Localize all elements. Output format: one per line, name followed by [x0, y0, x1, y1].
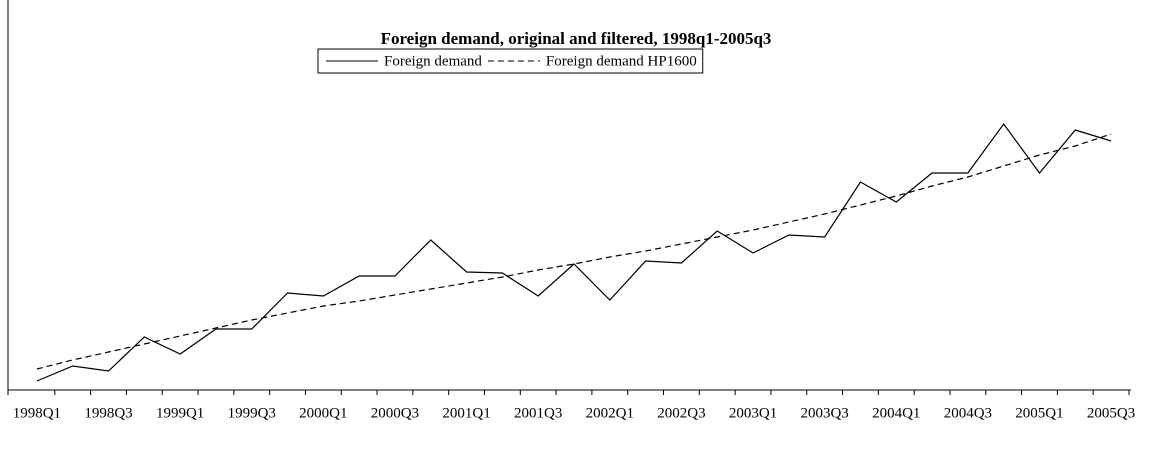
x-tick-label: 2005Q1	[1015, 405, 1063, 421]
x-tick-label: 2004Q1	[872, 405, 920, 421]
x-tick-label: 1999Q1	[156, 405, 204, 421]
x-tick-label: 2002Q3	[657, 405, 705, 421]
x-tick-label: 1998Q1	[13, 405, 61, 421]
x-tick-label: 2005Q3	[1087, 405, 1135, 421]
x-tick-label: 2002Q1	[586, 405, 634, 421]
x-tick-label: 2000Q1	[299, 405, 347, 421]
x-tick-label: 2003Q1	[729, 405, 777, 421]
legend-label: Foreign demand HP1600	[546, 53, 697, 69]
x-tick-label: 1998Q3	[84, 405, 132, 421]
legend-label: Foreign demand	[384, 53, 482, 69]
x-tick-label: 1999Q3	[228, 405, 276, 421]
x-tick-label: 2001Q3	[514, 405, 562, 421]
x-tick-label: 2001Q1	[442, 405, 490, 421]
x-tick-label: 2003Q3	[800, 405, 848, 421]
series-line	[36, 133, 1112, 370]
chart-title: Foreign demand, original and filtered, 1…	[381, 29, 772, 48]
series-line	[36, 122, 1112, 382]
x-tick-label: 2004Q3	[944, 405, 992, 421]
x-tick-label: 2000Q3	[371, 405, 419, 421]
